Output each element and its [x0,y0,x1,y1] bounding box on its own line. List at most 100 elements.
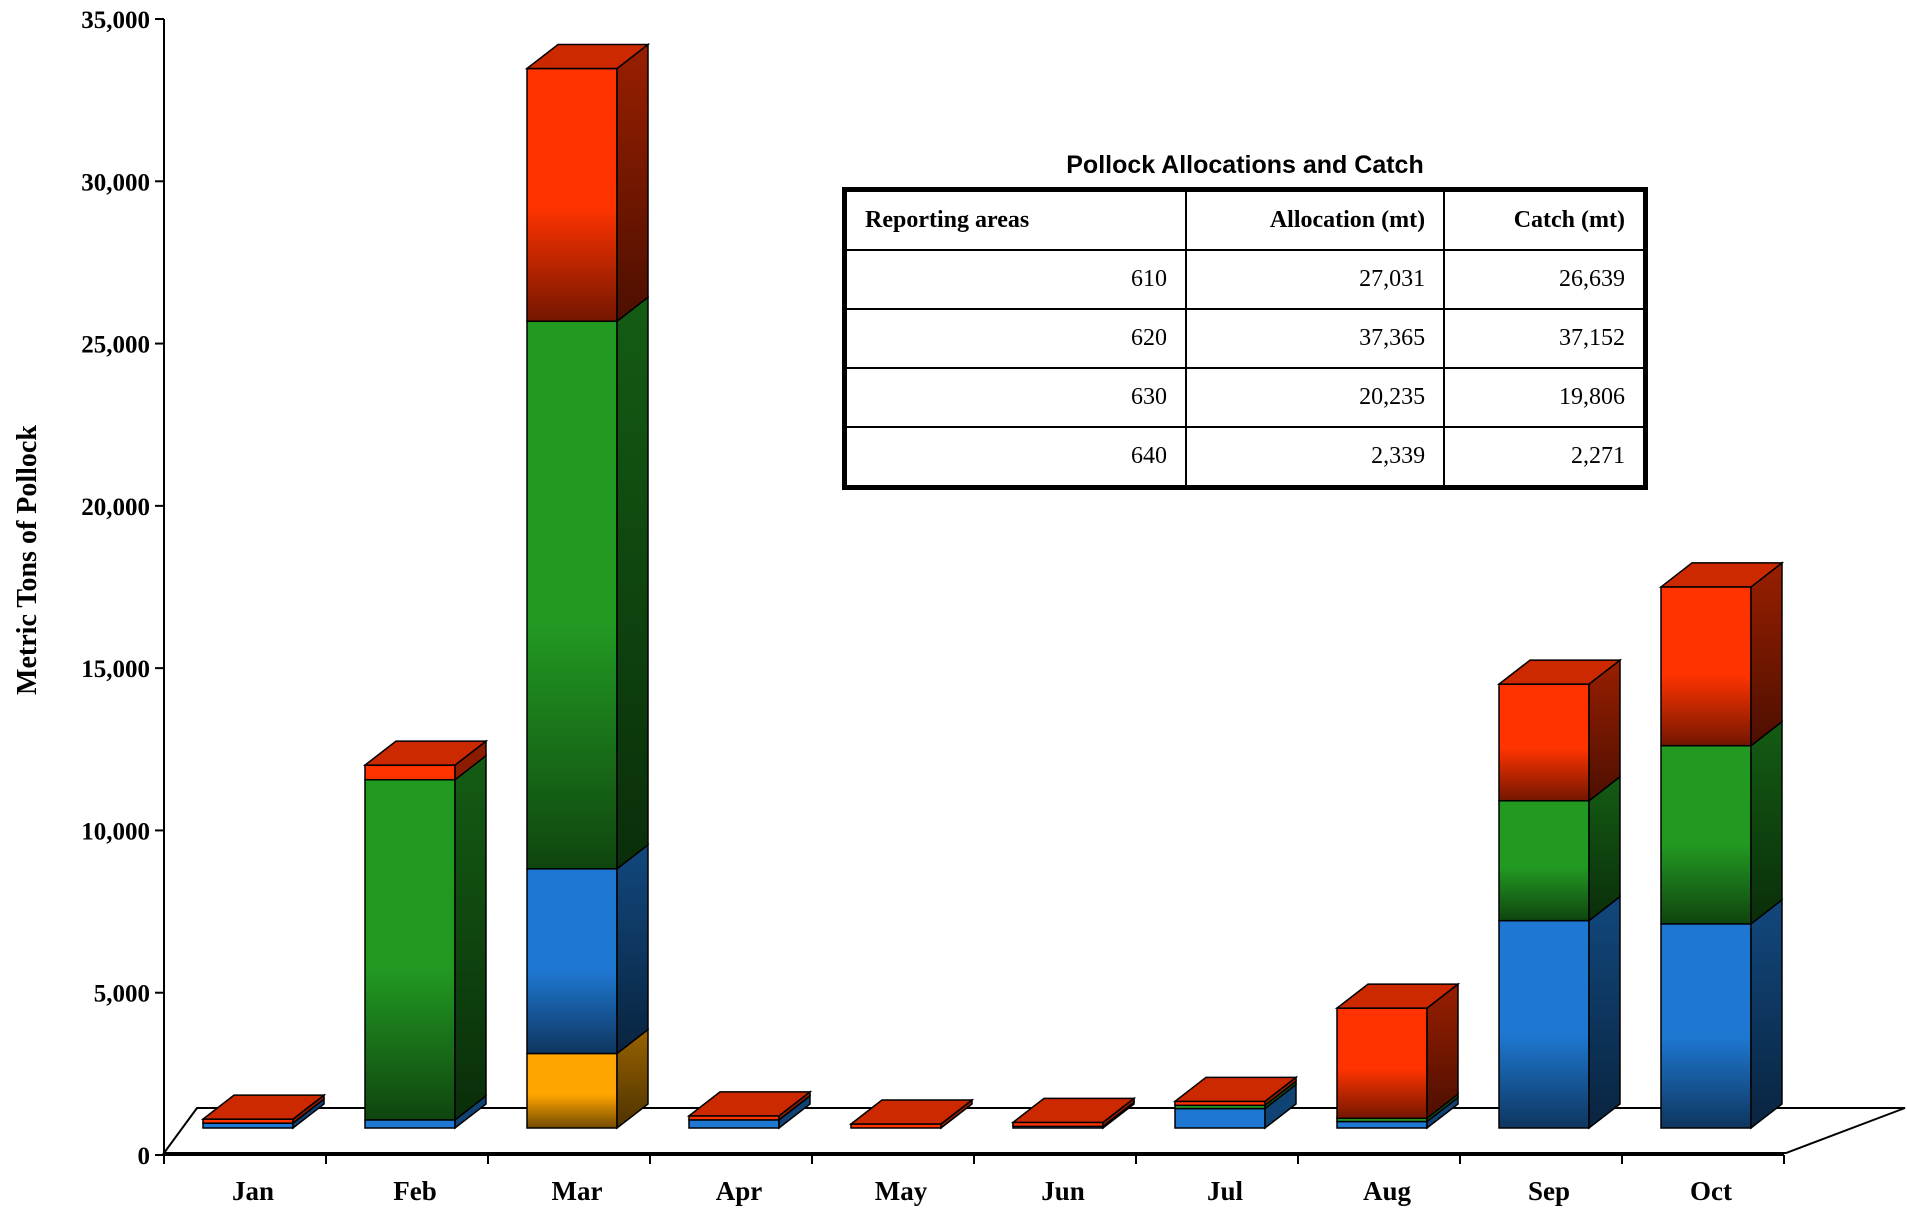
bar-front [526,67,618,322]
x-tick-label: Jun [1041,1176,1085,1206]
bar-segment [850,1098,973,1130]
bar-segment [1498,658,1621,803]
table-cell-catch: 37,152 [1443,308,1647,369]
table-cell-allocation: 27,031 [1184,249,1446,310]
bar-segment [1336,982,1459,1120]
table-row: 610 27,031 26,639 [843,249,1647,310]
bar-segment [1660,898,1783,1130]
bar-segment [1660,561,1783,748]
x-tick-label: Aug [1363,1176,1412,1206]
table-row: 630 20,235 19,806 [843,367,1647,428]
table-row: 620 37,365 37,152 [843,308,1647,369]
bar-front [526,320,618,870]
header-reporting-areas: Reporting areas [843,188,1187,251]
bar-segment [364,739,487,782]
allocation-table-panel: Pollock Allocations and Catch Reporting … [842,151,1648,490]
table-cell-allocation: 37,365 [1184,308,1446,369]
bar-side [616,42,649,323]
bar-top [1658,562,1785,588]
bar-stack-aug [1334,982,1461,1130]
bar-segment [526,295,649,871]
bar-side [1588,895,1621,1130]
bar-stack-mar [524,42,651,1130]
bar-front [1498,919,1590,1129]
bar-top [1334,983,1461,1009]
x-tick-label: Jan [232,1176,274,1206]
x-tick-label: Oct [1690,1176,1732,1206]
table-cell-allocation: 2,339 [1184,426,1446,489]
bar-segment [1498,775,1621,923]
bar-top [524,43,651,70]
y-tick-label: 10,000 [81,818,150,845]
table-cell-area: 620 [843,308,1187,369]
bar-top [686,1091,813,1117]
y-axis-title: Metric Tons of Pollock [12,425,43,695]
header-catch: Catch (mt) [1443,188,1647,251]
bar-front [526,868,618,1055]
bar-front [1498,683,1590,802]
bar-front [526,1052,618,1129]
bar-front [1336,1007,1428,1120]
bar-segment [1660,720,1783,926]
bar-front [364,778,456,1121]
bar-top [362,740,489,766]
bar-front [364,1119,456,1129]
bar-side [1750,561,1783,748]
table-cell-allocation: 20,235 [1184,367,1446,428]
bar-front [1660,923,1752,1129]
bar-stack-sep [1496,658,1623,1130]
bar-segment [526,1027,649,1130]
bar-segment [526,42,649,323]
y-tick-label: 30,000 [81,169,150,196]
x-tick-label: May [875,1176,928,1206]
bar-segment [1498,895,1621,1130]
bar-side [454,754,487,1122]
bar-stack-jul [1172,1075,1299,1130]
y-tick-label: 25,000 [81,332,150,359]
bar-front [364,764,456,781]
bar-stack-may [848,1098,975,1130]
table-cell-area: 610 [843,249,1187,310]
bar-side [616,843,649,1056]
bar-side [1588,775,1621,923]
bar-stack-apr [686,1090,813,1130]
bar-front [1174,1107,1266,1129]
bar-side [1750,720,1783,926]
table-cell-catch: 2,271 [1443,426,1647,489]
bar-stack-feb [362,739,489,1130]
bar-front [1336,1120,1428,1129]
x-tick-label: Apr [716,1176,763,1206]
bar-segment [526,843,649,1056]
bar-top [1010,1097,1137,1124]
x-tick-label: Jul [1207,1176,1244,1206]
table-title: Pollock Allocations and Catch [1066,151,1424,179]
y-tick-label: 15,000 [81,656,150,683]
bar-segment [364,754,487,1122]
bar-side [1750,898,1783,1130]
x-tick-label: Sep [1528,1176,1570,1206]
bar-stack-jun [1010,1096,1137,1130]
x-tick-label: Feb [393,1176,437,1206]
bar-segment [1174,1083,1297,1130]
x-tick-label: Mar [552,1176,603,1206]
bar-front [1498,800,1590,922]
y-tick-label: 20,000 [81,494,150,521]
bar-side [616,295,649,871]
axes: 0 5,000 10,000 15,000 20,000 25,000 30,000 35,0… [81,7,1785,1206]
bar-top [1496,659,1623,685]
bar-stack-oct [1658,561,1785,1130]
bar-top [200,1094,327,1120]
y-tick-label: 0 [138,1143,151,1170]
bar-stack-jan [200,1093,327,1130]
table-row: 640 2,339 2,271 [843,426,1647,489]
table-header-row: Reporting areas Allocation (mt) Catch (m… [843,188,1647,251]
bar-top [848,1099,975,1125]
table-cell-area: 630 [843,367,1187,428]
header-allocation: Allocation (mt) [1184,188,1446,251]
y-tick-label: 5,000 [94,981,150,1008]
table-cell-catch: 26,639 [1443,249,1647,310]
allocation-table: Reporting areas Allocation (mt) Catch (m… [842,187,1648,490]
table-cell-catch: 19,806 [1443,367,1647,428]
table-cell-area: 640 [843,426,1187,489]
